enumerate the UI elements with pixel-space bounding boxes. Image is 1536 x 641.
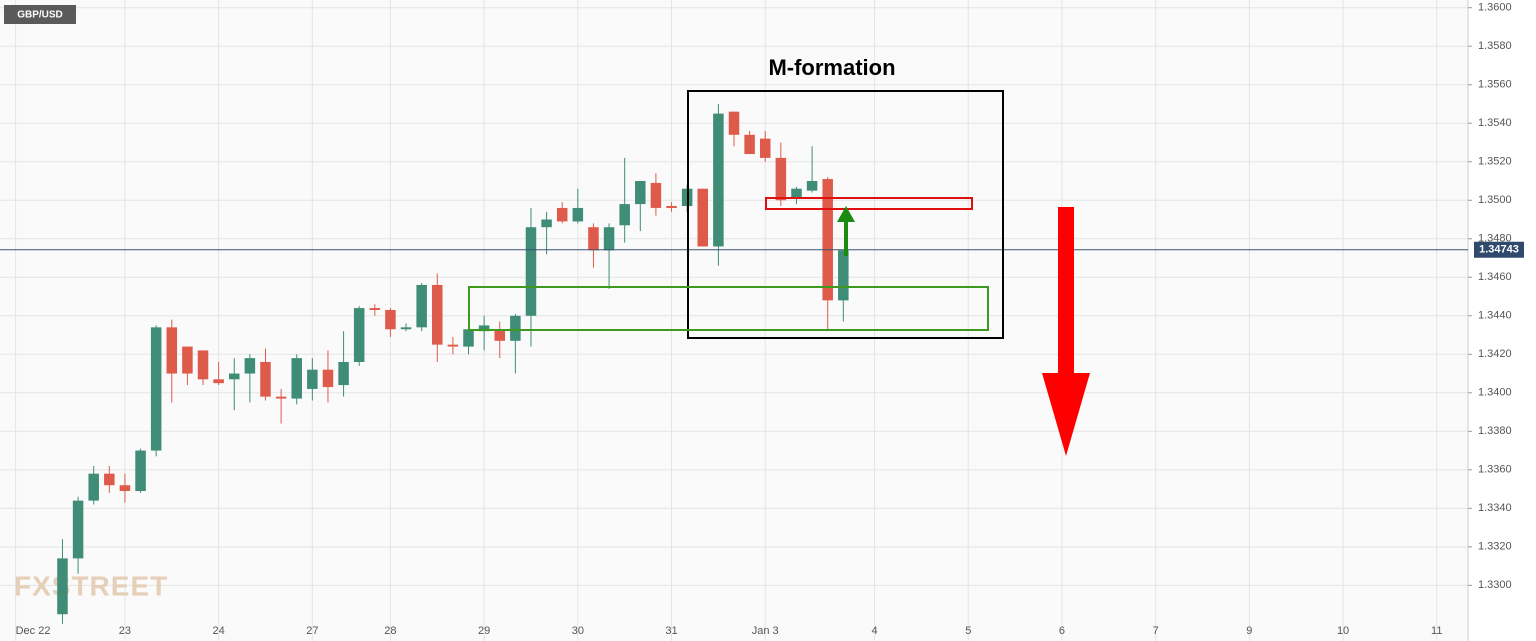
candle-body: [713, 113, 724, 247]
x-tick-label: Dec 22: [16, 625, 51, 637]
last-price-label: 1.34743: [1479, 244, 1519, 256]
candle-body: [244, 358, 256, 374]
candle-body: [838, 250, 849, 301]
retest-arrow-head: [837, 206, 855, 222]
candle-body: [119, 485, 131, 491]
symbol-label: GBP/USD: [17, 10, 63, 21]
candle-body: [182, 346, 193, 374]
candle-body: [541, 219, 552, 228]
down-arrow-shaft: [1058, 207, 1074, 374]
x-tick-label: 5: [965, 625, 971, 637]
candle-body: [166, 327, 178, 374]
x-tick-label: 23: [119, 625, 131, 637]
y-tick-label: 1.3580: [1478, 40, 1512, 52]
candle-body: [806, 180, 818, 191]
x-tick-label: 6: [1059, 625, 1065, 637]
candle-body: [291, 358, 302, 399]
candle-body: [572, 207, 584, 222]
candle-body: [260, 361, 271, 397]
x-tick-label: 7: [1153, 625, 1159, 637]
candle-body: [556, 207, 568, 222]
x-tick-label: 24: [213, 625, 225, 637]
m-formation-box: [687, 90, 1004, 339]
candle-body: [603, 227, 615, 251]
candle-body: [369, 308, 381, 310]
y-tick-label: 1.3520: [1478, 156, 1512, 168]
y-tick-label: 1.3440: [1478, 310, 1512, 322]
y-tick-label: 1.3320: [1478, 541, 1512, 553]
candle-body: [759, 138, 771, 158]
y-tick-label: 1.3560: [1478, 79, 1512, 91]
candle-body: [57, 558, 68, 615]
candle-body: [650, 182, 662, 208]
candle-body: [666, 206, 677, 208]
candle-body: [432, 284, 443, 345]
y-tick-label: 1.3300: [1478, 579, 1512, 591]
candle-body: [135, 450, 146, 491]
candle-body: [791, 188, 802, 199]
candle-body: [822, 179, 833, 301]
candle-body: [307, 369, 318, 389]
candle-body: [525, 227, 537, 316]
symbol-badge: [4, 5, 76, 24]
candle-body: [697, 188, 709, 247]
y-tick-label: 1.3480: [1478, 233, 1512, 245]
candle-body: [104, 473, 115, 486]
x-tick-label: 9: [1246, 625, 1252, 637]
candle-body: [728, 111, 740, 135]
y-tick-label: 1.3500: [1478, 194, 1512, 206]
candle-body: [338, 361, 349, 386]
candle-body: [213, 379, 224, 384]
candle-body: [494, 329, 505, 341]
x-tick-label: 31: [665, 625, 677, 637]
candle-body: [478, 325, 490, 332]
candle-body: [635, 180, 646, 205]
candle-body: [385, 310, 396, 330]
x-tick-label: 29: [478, 625, 490, 637]
support-zone: [468, 286, 989, 331]
plot-background: [0, 0, 1468, 641]
candle-body: [322, 369, 334, 388]
y-tick-label: 1.3420: [1478, 348, 1512, 360]
y-tick-label: 1.3360: [1478, 464, 1512, 476]
candle-body: [416, 284, 427, 328]
candle-body: [353, 308, 365, 362]
y-tick-label: 1.3400: [1478, 387, 1512, 399]
down-arrow-head: [1042, 373, 1090, 456]
last-price-tag: [1474, 241, 1524, 258]
candle-body: [275, 396, 287, 399]
candle-body: [197, 350, 209, 380]
y-tick-label: 1.3340: [1478, 502, 1512, 514]
candle-body: [744, 134, 755, 155]
candle-body: [72, 500, 84, 559]
candle-body: [510, 315, 521, 341]
candle-body: [775, 157, 787, 201]
candle-body: [229, 373, 240, 380]
x-tick-label: 28: [384, 625, 396, 637]
candle-body: [588, 227, 599, 251]
x-tick-label: 27: [306, 625, 318, 637]
candle-body: [619, 204, 630, 226]
x-tick-label: 11: [1431, 625, 1442, 637]
x-tick-label: Jan 3: [752, 625, 779, 637]
chart-title: M-formation: [768, 55, 895, 80]
candle-body: [463, 329, 474, 347]
x-tick-label: 4: [871, 625, 877, 637]
y-tick-label: 1.3460: [1478, 271, 1512, 283]
candle-body: [447, 344, 459, 347]
axes: 1.3300 1.3320 1.3340 1.3360 1.3380 1.3400 1.34…: [16, 2, 1524, 637]
watermark: FXSTREET: [14, 570, 168, 601]
resistance-zone: [765, 197, 973, 210]
y-tick-label: 1.3600: [1478, 2, 1512, 14]
y-tick-label: 1.3380: [1478, 425, 1512, 437]
x-tick-label: 10: [1337, 625, 1349, 637]
y-tick-label: 1.3540: [1478, 117, 1512, 129]
x-tick-label: 30: [572, 625, 584, 637]
candle-body: [88, 473, 99, 501]
candle-body: [400, 327, 412, 330]
candle-body: [150, 327, 162, 451]
